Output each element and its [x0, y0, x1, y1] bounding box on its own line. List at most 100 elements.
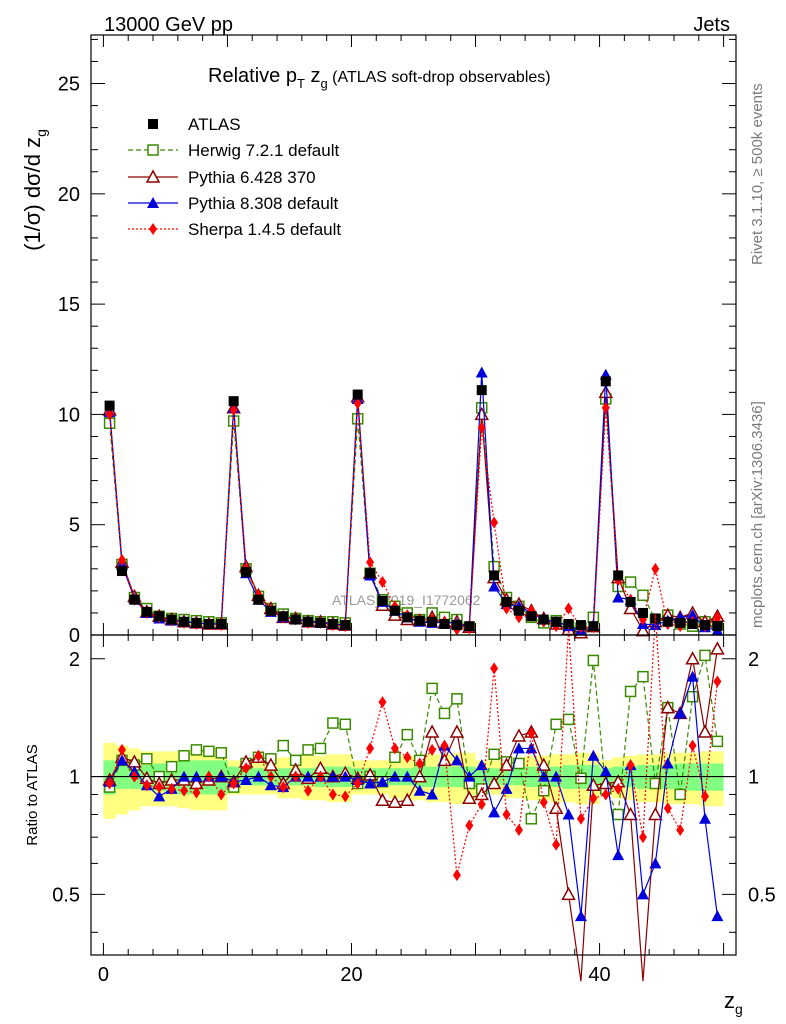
- ratio-point-pythia8: [512, 742, 525, 754]
- legend-label-pythia8: Pythia 8.308 default: [188, 194, 339, 213]
- ratio-point-herwig: [165, 760, 178, 773]
- point-atlas: [352, 389, 363, 400]
- point-atlas: [340, 620, 351, 631]
- rivet-label: Rivet 3.1.10, ≥ 500k events: [749, 83, 766, 265]
- ratio-point-sherpa: [688, 739, 697, 752]
- ratio-point-sherpa: [390, 742, 399, 755]
- ratio-point-herwig: [401, 728, 414, 741]
- ratio-frame: [90, 634, 737, 956]
- ratio-point-sherpa: [167, 782, 176, 795]
- ratio-point-pythia6: [462, 790, 477, 805]
- ratio-point-herwig: [612, 808, 624, 821]
- ratio-point-herwig: [190, 744, 203, 756]
- ratio-point-pythia8: [574, 910, 587, 922]
- point-sherpa: [651, 562, 660, 575]
- ratio-point-pythia8: [153, 790, 166, 802]
- ratio-point-herwig: [327, 717, 339, 729]
- ratio-point-herwig: [550, 718, 562, 731]
- ratio-point-pythia6: [424, 724, 440, 738]
- chart-title-mid: z: [305, 65, 321, 87]
- ratio-point-pythia8: [587, 749, 600, 761]
- ratio-point-sherpa: [601, 788, 610, 801]
- ratio-point-sherpa: [552, 838, 561, 851]
- point-atlas: [712, 621, 723, 632]
- point-atlas: [538, 614, 549, 625]
- ratio-point-sherpa: [155, 781, 164, 794]
- point-atlas: [427, 616, 438, 627]
- ratio-point-sherpa: [254, 749, 263, 762]
- ratio-point-sherpa: [180, 784, 189, 797]
- ratio-point-sherpa: [663, 802, 672, 815]
- point-atlas: [216, 618, 227, 629]
- ratio-point-herwig: [711, 735, 724, 748]
- ratio-point-pythia6: [536, 757, 552, 771]
- ratio-point-herwig: [699, 649, 711, 662]
- point-atlas: [513, 605, 524, 616]
- point-atlas: [191, 617, 202, 628]
- ratio-point-herwig: [562, 713, 575, 726]
- point-sherpa: [477, 421, 486, 434]
- point-atlas: [476, 385, 487, 396]
- ratio-y-tick-label-right: 0.5: [748, 884, 776, 906]
- point-atlas: [265, 605, 276, 616]
- point-atlas: [575, 620, 586, 631]
- point-atlas: [377, 595, 388, 606]
- ratio-point-pythia6: [561, 886, 576, 901]
- legend-label-sherpa: Sherpa 1.4.5 default: [188, 220, 341, 239]
- y-tick-label: 5: [69, 515, 80, 537]
- legend-marker-herwig: [147, 144, 159, 156]
- chart-title-tail: (ATLAS soft-drop observables): [328, 69, 551, 86]
- ratio-point-sherpa: [428, 743, 437, 756]
- legend-label-pythia6: Pythia 6.428 370: [188, 168, 316, 187]
- ratio-point-sherpa: [242, 762, 251, 775]
- ratio-point-sherpa: [490, 662, 499, 675]
- point-atlas: [613, 570, 624, 581]
- ratio-point-herwig: [215, 747, 227, 759]
- ratio-point-herwig: [575, 772, 587, 785]
- y-axis-label-sub: g: [33, 129, 49, 137]
- ratio-point-pythia8: [599, 765, 612, 777]
- ratio-point-sherpa: [477, 798, 486, 811]
- point-atlas: [389, 605, 400, 616]
- ratio-point-sherpa: [589, 792, 598, 805]
- point-pythia8: [475, 366, 488, 378]
- ratio-point-sherpa: [328, 788, 337, 801]
- legend-marker-pythia6: [145, 169, 161, 183]
- ratio-point-sherpa: [118, 743, 127, 756]
- x-tick-label: 20: [340, 964, 362, 986]
- point-sherpa: [366, 556, 375, 569]
- ratio-point-pythia6: [511, 728, 527, 742]
- ratio-point-herwig: [277, 739, 290, 752]
- point-pythia8: [686, 609, 699, 621]
- ratio-point-pythia8: [116, 754, 129, 766]
- mcplots-label: mcplots.cern.ch [arXiv:1306.3436]: [749, 401, 766, 628]
- ratio-point-pythia8: [264, 779, 277, 791]
- point-atlas: [675, 617, 686, 628]
- point-sherpa: [601, 401, 610, 414]
- point-atlas: [600, 376, 611, 387]
- ratio-point-pythia6: [660, 700, 676, 714]
- ratio-point-pythia6: [449, 724, 465, 738]
- point-sherpa: [378, 576, 387, 589]
- ratio-point-sherpa: [465, 819, 474, 832]
- ratio-point-pythia8: [686, 670, 699, 682]
- ratio-point-sherpa: [676, 824, 685, 837]
- ratio-point-pythia6: [400, 792, 415, 806]
- ratio-point-herwig: [649, 777, 662, 790]
- point-atlas: [551, 616, 562, 627]
- point-pythia8: [488, 580, 501, 592]
- legend-marker-sherpa: [149, 223, 157, 235]
- ratio-point-sherpa: [626, 759, 635, 772]
- point-pythia8: [612, 591, 625, 603]
- point-pythia6: [598, 384, 614, 399]
- chart-title-sub-t: T: [297, 76, 305, 91]
- ratio-point-pythia6: [623, 806, 638, 821]
- ratio-point-sherpa: [576, 812, 585, 825]
- ratio-point-sherpa: [142, 779, 151, 792]
- ratio-point-pythia8: [698, 812, 711, 824]
- point-atlas: [203, 618, 214, 629]
- ratio-point-pythia8: [413, 784, 426, 796]
- ratio-point-sherpa: [105, 777, 114, 790]
- ratio-point-pythia6: [375, 792, 390, 806]
